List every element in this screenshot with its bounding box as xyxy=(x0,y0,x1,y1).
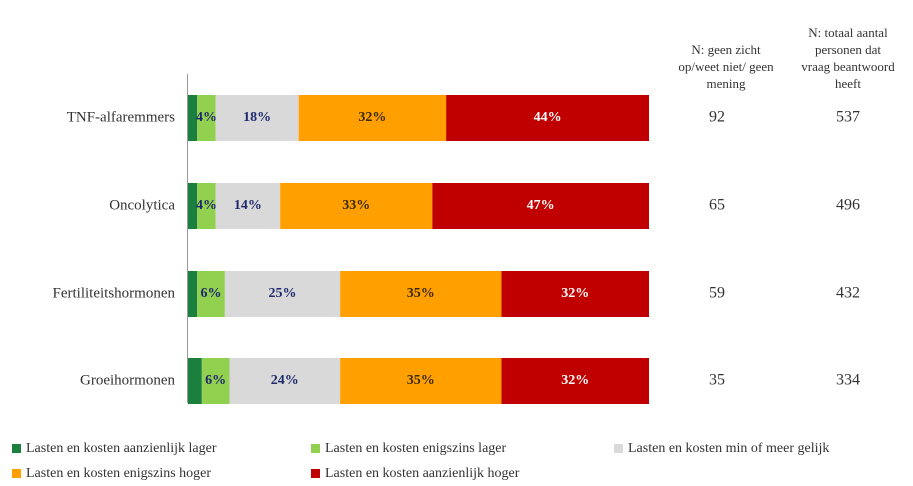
legend-label: Lasten en kosten aanzienlijk hoger xyxy=(325,466,520,481)
n-value: 334 xyxy=(836,372,860,389)
bar-segment xyxy=(340,271,502,317)
legend-swatch xyxy=(614,444,623,453)
data-label: 4% xyxy=(196,110,217,125)
data-label: 25% xyxy=(269,286,297,301)
category-label: Oncolytica xyxy=(109,197,175,213)
bar-segment xyxy=(188,95,198,141)
n-value: 537 xyxy=(836,109,860,126)
legend-label: Lasten en kosten enigszins lager xyxy=(325,441,507,456)
data-label: 18% xyxy=(243,110,271,125)
data-label: 44% xyxy=(534,110,562,125)
data-label: 35% xyxy=(407,373,435,388)
n-value: 65 xyxy=(709,197,725,214)
category-label: Groeihormonen xyxy=(80,372,175,388)
data-label: 32% xyxy=(358,110,386,125)
category-label: Fertiliteitshormonen xyxy=(53,285,176,301)
bar-segment xyxy=(501,358,649,404)
category-label: TNF-alfaremmers xyxy=(67,109,175,125)
bar-segment xyxy=(188,271,198,317)
data-label: 35% xyxy=(407,286,435,301)
data-label: 14% xyxy=(234,198,262,213)
column-header: N: geen zicht op/weet niet/ geen mening xyxy=(678,42,774,91)
legend-swatch xyxy=(12,444,21,453)
bar-segment xyxy=(446,95,649,141)
data-label: 47% xyxy=(527,198,555,213)
bar-segment xyxy=(197,95,216,141)
bar-segment xyxy=(197,271,225,317)
data-label: 24% xyxy=(271,373,299,388)
legend-label: Lasten en kosten enigszins hoger xyxy=(26,466,211,481)
bar-segment xyxy=(280,183,433,229)
n-value: 432 xyxy=(836,285,860,302)
n-value: 92 xyxy=(709,109,725,126)
bar-segment xyxy=(201,358,230,404)
column-header: N: totaal aantal personen dat vraag bean… xyxy=(801,25,895,91)
legend-swatch xyxy=(311,444,320,453)
bar-segment xyxy=(432,183,649,229)
data-label: 33% xyxy=(342,198,370,213)
data-label: 6% xyxy=(201,286,222,301)
n-value: 496 xyxy=(836,197,860,214)
n-value: 35 xyxy=(709,372,725,389)
data-label: 6% xyxy=(205,373,226,388)
bar-segment xyxy=(197,183,216,229)
bar-segment xyxy=(215,95,299,141)
n-value: 59 xyxy=(709,285,725,302)
bar-segment xyxy=(501,271,649,317)
data-label: 32% xyxy=(561,286,589,301)
legend-label: Lasten en kosten min of meer gelijk xyxy=(628,441,829,456)
bar-segment xyxy=(229,358,341,404)
data-label: 32% xyxy=(561,373,589,388)
legend-label: Lasten en kosten aanzienlijk lager xyxy=(26,441,217,456)
bar-segment xyxy=(298,95,447,141)
data-label: 4% xyxy=(196,198,217,213)
bar-segment xyxy=(224,271,341,317)
bar-segment xyxy=(188,183,198,229)
legend-swatch xyxy=(12,469,21,478)
legend-swatch xyxy=(311,469,320,478)
bar-segment xyxy=(188,358,202,404)
bar-segment xyxy=(215,183,281,229)
bar-segment xyxy=(340,358,502,404)
